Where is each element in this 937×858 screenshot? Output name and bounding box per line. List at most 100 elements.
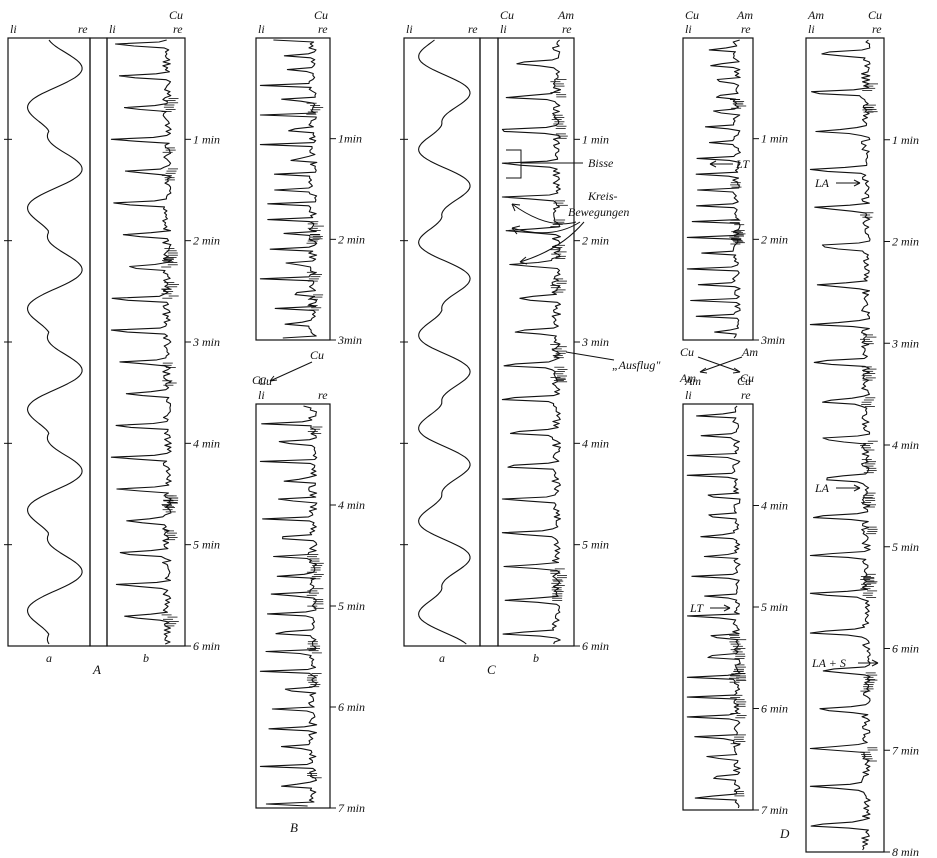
minute-label: 4 min (582, 436, 609, 450)
movement-trace (686, 39, 741, 339)
annotation-kreis-line1: Kreis- (587, 189, 618, 203)
minute-label: 1min (338, 132, 362, 146)
minute-label: 6 min (892, 642, 919, 656)
strip-label-re: re (872, 22, 882, 36)
minute-label: 4 min (338, 498, 365, 512)
annotation-la-1-text: LA (814, 176, 830, 190)
strip-label-re: re (78, 22, 88, 36)
minute-label: 7 min (761, 803, 788, 817)
transfer-B-from: Cu (310, 348, 324, 362)
annotation-ausflug: „Ausflug" (565, 351, 661, 372)
strip-label-re: re (741, 388, 751, 402)
strip-frame (682, 37, 754, 341)
strip-label-animal-right: Cu (314, 8, 328, 22)
minute-label: 4 min (761, 499, 788, 513)
annotation-lt-1-text: LT (735, 157, 750, 171)
annotation-la-2-text: LA (814, 481, 830, 495)
minute-label: 2 min (761, 232, 788, 246)
strip-label-re: re (318, 22, 328, 36)
minute-label: 4 min (193, 436, 220, 450)
movement-trace (809, 39, 871, 851)
minute-label: 6 min (582, 639, 609, 653)
strip-C-a: li re a (400, 22, 481, 665)
strip-label-li: li (406, 22, 413, 36)
strip-label-re: re (173, 22, 183, 36)
minute-label: 1 min (582, 132, 609, 146)
strip-label-li: li (808, 22, 815, 36)
minute-label: 2 min (892, 235, 919, 249)
strip-frame (255, 37, 331, 341)
strip-label-animal-right: Am (557, 8, 574, 22)
transfer-D-arrow-2 (699, 356, 743, 373)
annotation-kreis-line2: Bewegungen (568, 205, 629, 219)
strip-label-re: re (318, 388, 328, 402)
partition-bar-0 (89, 37, 108, 647)
bite-hatches (161, 98, 179, 627)
strip-B-2: li re Cu 4 min 5 min 6 min 7 min (255, 374, 365, 815)
strip-label-li: li (685, 388, 692, 402)
transfer-D-left-to: Am (679, 371, 696, 385)
annotation-la-s: LA + S (811, 656, 879, 670)
minute-label: 5 min (892, 540, 919, 554)
minute-label: 3min (760, 333, 785, 347)
minute-label: 1 min (761, 132, 788, 146)
movement-trace (418, 39, 471, 645)
minute-label: 5 min (761, 600, 788, 614)
strip-frame (106, 37, 186, 647)
minute-label: 2 min (338, 232, 365, 246)
strip-label-animal-left: Cu (685, 8, 699, 22)
panel-label-D: D (779, 826, 790, 841)
movement-trace (259, 39, 318, 339)
minute-label: 3 min (192, 335, 220, 349)
annotation-lt-2-text: LT (689, 601, 704, 615)
bite-hatches (306, 102, 324, 311)
annotation-lt-2: LT (689, 601, 731, 615)
minute-label: 6 min (193, 639, 220, 653)
panel-label-A: A (92, 662, 101, 677)
strip-label-animal-left: Cu (258, 374, 272, 388)
transfer-D-right-from: Am (741, 345, 758, 359)
minute-label: 3min (337, 333, 362, 347)
strip-label-animal-left: Cu (500, 8, 514, 22)
strip-label-li: li (10, 22, 17, 36)
strip-frame (805, 37, 885, 853)
panel-label-B: B (290, 820, 298, 835)
bite-hatches (860, 83, 878, 762)
minute-label: 5 min (338, 599, 365, 613)
strip-sublabel-a: a (46, 651, 52, 665)
movement-trace (501, 39, 562, 645)
bite-hatches (729, 634, 747, 797)
minute-label: 2 min (582, 234, 609, 248)
strip-D-2: li re Am Cu 4 min 5 min 6 min 7 min (682, 374, 788, 817)
minute-label: 7 min (892, 743, 919, 757)
strip-label-animal-right: Am (736, 8, 753, 22)
strip-label-li: li (109, 22, 116, 36)
movement-trace (686, 405, 741, 809)
minute-label: 4 min (892, 438, 919, 452)
strip-label-re: re (741, 22, 751, 36)
strip-label-animal-left: Am (807, 8, 824, 22)
strip-label-li: li (685, 22, 692, 36)
panel-label-C: C (487, 662, 496, 677)
annotation-la-1: LA (814, 176, 861, 190)
bite-hatches (306, 426, 324, 779)
annotation-bisse-text: Bisse (588, 156, 614, 170)
strip-A-a: li re a (4, 22, 91, 665)
strip-D-3: li re Am Cu 1 min 2 min 3 min 4 min 5 min 6 min 7 … (805, 8, 919, 858)
strip-C-b: li re Cu Am 1 min 2 min 3 min 4 min 5 min 6 min b (497, 8, 609, 665)
strip-label-animal-right: Cu (737, 374, 751, 388)
annotation-kreisbewegungen: Kreis- Bewegungen (511, 189, 629, 265)
annotation-bisse: Bisse (506, 149, 614, 179)
minute-label: 5 min (582, 538, 609, 552)
bite-hatches (550, 79, 568, 601)
minute-label: 6 min (338, 700, 365, 714)
strip-label-li: li (258, 22, 265, 36)
annotation-lt-1: LT (709, 157, 750, 171)
transfer-D-arrow-1 (697, 356, 741, 373)
transfer-B: Cu Cu (252, 348, 324, 387)
minute-label: 5 min (193, 538, 220, 552)
transfer-D-right-to: Cu (740, 371, 754, 385)
